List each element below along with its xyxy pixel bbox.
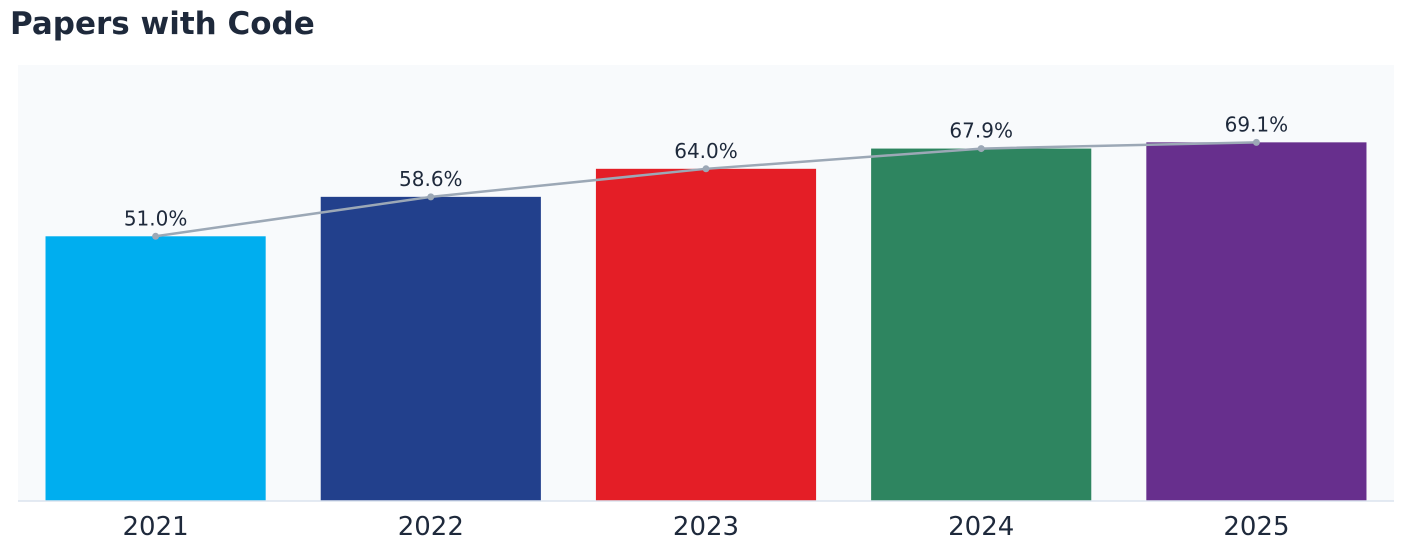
x-tick-label-2025: 2025 bbox=[1223, 512, 1289, 542]
bar-2025 bbox=[1146, 142, 1367, 501]
trend-point-2022 bbox=[427, 193, 435, 201]
data-label-2021: 51.0% bbox=[124, 206, 188, 230]
data-label-2025: 69.1% bbox=[1225, 112, 1289, 136]
x-tick-label-2021: 2021 bbox=[123, 512, 189, 542]
bar-2024 bbox=[871, 148, 1092, 501]
x-tick-label-2023: 2023 bbox=[673, 512, 739, 542]
trend-point-2021 bbox=[152, 232, 160, 240]
x-tick-label-2022: 2022 bbox=[398, 512, 464, 542]
chart-title: Papers with Code bbox=[10, 6, 315, 42]
trend-point-2023 bbox=[702, 165, 710, 173]
trend-point-2025 bbox=[1252, 138, 1260, 146]
data-label-2022: 58.6% bbox=[399, 167, 463, 191]
x-tick-label-2024: 2024 bbox=[948, 512, 1014, 542]
data-label-2024: 67.9% bbox=[949, 119, 1013, 143]
bar-2023 bbox=[595, 168, 817, 501]
bar-2022 bbox=[320, 196, 541, 501]
trend-point-2024 bbox=[977, 145, 985, 153]
bar-2021 bbox=[45, 236, 266, 502]
data-label-2023: 64.0% bbox=[674, 139, 738, 163]
